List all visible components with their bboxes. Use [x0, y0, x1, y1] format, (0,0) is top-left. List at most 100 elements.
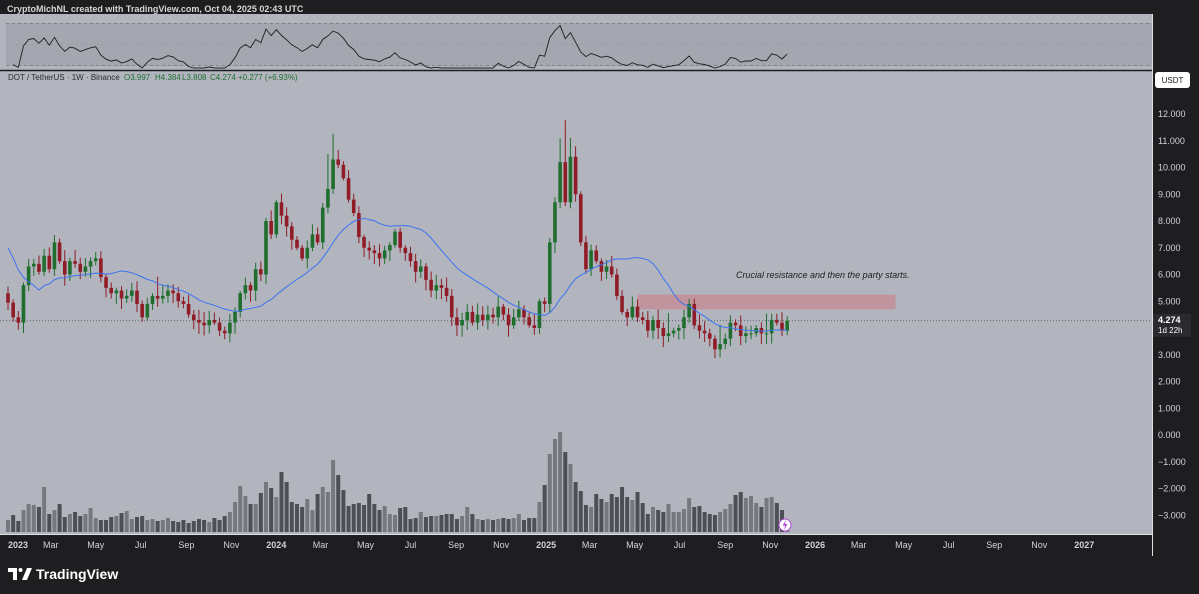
- volume-bar: [702, 512, 707, 532]
- candle-body: [42, 255, 46, 272]
- price-tick-label: −3.000: [1158, 510, 1186, 520]
- time-tick-label: Jul: [135, 540, 147, 550]
- volume-bar: [222, 516, 227, 532]
- volume-bar: [413, 518, 418, 532]
- volume-bar: [496, 519, 501, 532]
- volume-bar: [630, 500, 635, 532]
- candle-body: [713, 338, 717, 350]
- candle-body: [109, 287, 113, 294]
- volume-bar: [196, 519, 201, 532]
- volume-bar: [11, 515, 16, 532]
- volume-bar: [341, 490, 346, 532]
- rsi-tick-label: 75.00: [1158, 17, 1181, 27]
- legend-symbol: DOT / TetherUS · 1W · Binance: [8, 73, 120, 82]
- candle-body: [687, 303, 691, 318]
- volume-bar: [707, 514, 712, 532]
- volume-bar: [578, 491, 583, 532]
- candle-body: [656, 319, 660, 328]
- volume-bar: [475, 519, 480, 532]
- candle-body: [310, 234, 315, 248]
- volume-bar: [733, 495, 738, 532]
- volume-bar: [21, 510, 26, 532]
- candle-body: [780, 322, 784, 331]
- volume-bar: [42, 487, 47, 532]
- volume-bar: [728, 504, 733, 532]
- candle-body: [707, 333, 712, 339]
- volume-bar: [620, 487, 625, 532]
- volume-bar: [145, 520, 150, 532]
- candle-body: [186, 303, 191, 315]
- price-chart[interactable]: 75.00 50.00 DOT / TetherUS · 1W · Binanc…: [0, 14, 1199, 556]
- legend-close: C4.274: [210, 73, 236, 82]
- volume-bar: [346, 506, 351, 532]
- candle-body: [62, 261, 67, 275]
- candle-body: [568, 156, 573, 203]
- rsi-line: [12, 24, 788, 69]
- symbol-legend: DOT / TetherUS · 1W · Binance O3.997 H4.…: [8, 73, 298, 82]
- candle-body: [785, 320, 789, 331]
- candle-body: [150, 295, 155, 304]
- volume-bar: [372, 504, 377, 532]
- volume-bar: [764, 498, 769, 532]
- volume-bar: [449, 514, 454, 532]
- candle-body: [511, 317, 516, 326]
- candle-body: [640, 317, 645, 320]
- volume-bar: [305, 499, 310, 532]
- annotation-text[interactable]: Crucial resistance and then the party st…: [736, 270, 910, 280]
- currency-button[interactable]: USDT: [1155, 72, 1190, 88]
- rsi-pane: 75.00 50.00: [0, 17, 1181, 72]
- volume-bar: [671, 512, 676, 532]
- volume-bar: [57, 504, 62, 532]
- volume-bar: [315, 494, 320, 532]
- candle-body: [11, 302, 15, 318]
- volume-bar: [666, 504, 671, 532]
- volume-bar: [692, 507, 697, 532]
- volume-bar: [31, 505, 36, 532]
- candle-body: [21, 285, 26, 323]
- volume-bar: [181, 520, 186, 532]
- candle-body: [553, 202, 557, 243]
- candle-body: [444, 287, 449, 296]
- candle-body: [140, 303, 144, 318]
- volume-bar: [269, 488, 274, 532]
- candle-body: [305, 247, 310, 259]
- chart-frame[interactable]: 75.00 50.00 DOT / TetherUS · 1W · Binanc…: [0, 14, 1199, 556]
- volume-bar: [377, 510, 382, 532]
- candle-body: [682, 317, 686, 328]
- candle-body: [217, 322, 222, 331]
- volume-bar: [759, 507, 764, 532]
- volume-bar: [460, 516, 465, 532]
- time-tick-label: Jul: [943, 540, 955, 550]
- volume-bar: [697, 506, 702, 532]
- candle-body: [176, 293, 181, 302]
- volume-bar: [537, 502, 542, 532]
- price-tick-label: 8.000: [1158, 216, 1181, 226]
- resistance-zone[interactable]: [637, 294, 896, 310]
- candle-body: [166, 290, 170, 296]
- time-tick-label: May: [626, 540, 644, 550]
- volume-bar: [687, 498, 692, 532]
- candle-body: [475, 314, 480, 323]
- volume-bar: [98, 520, 103, 532]
- candle-body: [718, 344, 722, 350]
- candle-body: [573, 156, 578, 195]
- tradingview-logo[interactable]: TradingView: [8, 566, 118, 582]
- volume-bar: [640, 503, 645, 532]
- time-tick-label: Mar: [582, 540, 598, 550]
- candle-body: [181, 301, 186, 304]
- volume-bar: [635, 492, 640, 532]
- volume-bar: [712, 515, 717, 532]
- volume-bar: [398, 508, 403, 532]
- lightning-icon[interactable]: [778, 518, 792, 532]
- volume-bar: [109, 517, 114, 532]
- candle-body: [259, 269, 263, 275]
- volume-bar: [150, 519, 155, 532]
- volume-bar: [331, 460, 336, 532]
- candle-body: [52, 242, 57, 270]
- time-tick-label: Mar: [851, 540, 867, 550]
- candle-body: [212, 319, 217, 323]
- volume-bar: [336, 475, 341, 532]
- volume-bar: [186, 523, 191, 532]
- candle-body: [155, 295, 160, 299]
- volume-bar: [589, 507, 594, 532]
